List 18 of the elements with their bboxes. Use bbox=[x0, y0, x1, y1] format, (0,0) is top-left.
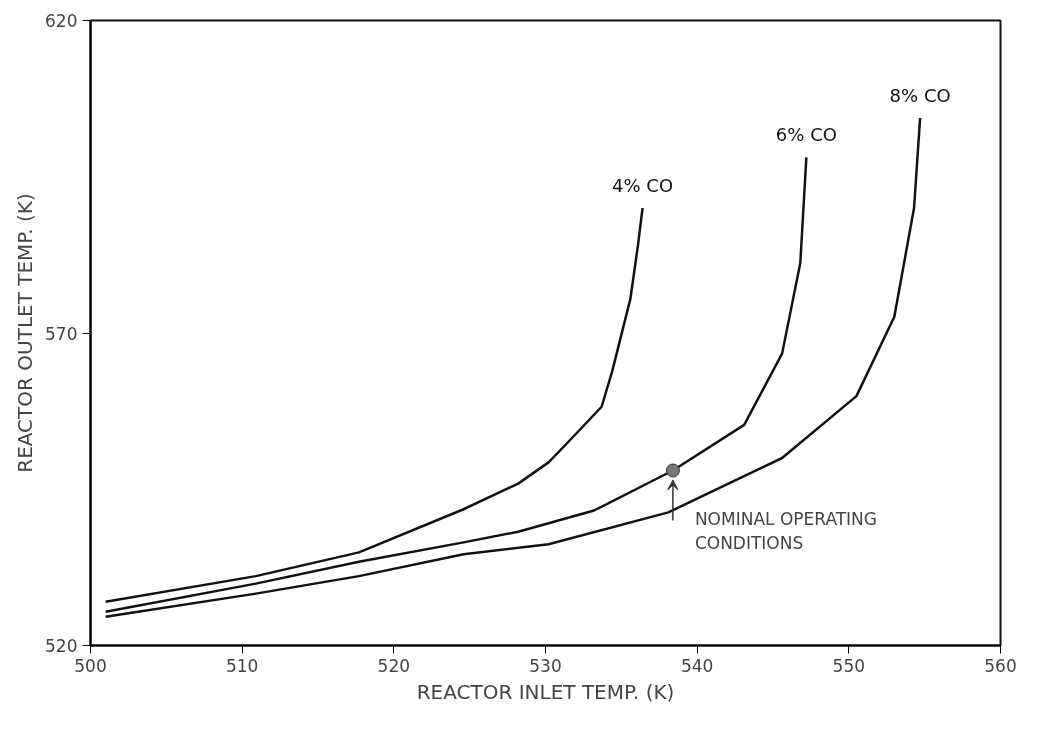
x-tick-label: 520 bbox=[377, 655, 411, 676]
series-label: 8% CO bbox=[889, 85, 951, 106]
y-tick-label: 520 bbox=[45, 636, 78, 656]
x-tick-label: 530 bbox=[529, 655, 562, 676]
x-axis-title: REACTOR INLET TEMP. (K) bbox=[416, 679, 675, 704]
x-tick-label: 510 bbox=[225, 655, 259, 676]
x-tick-label: 540 bbox=[680, 655, 714, 676]
line-series bbox=[104, 206, 644, 603]
annotation: NOMINAL OPERATING CONDITIONS bbox=[694, 508, 878, 553]
y-tick-label: 620 bbox=[45, 11, 78, 31]
y-tick-label: 570 bbox=[45, 323, 78, 344]
series-label: 4% CO bbox=[612, 175, 674, 196]
y-axis-title: REACTOR OUTLET TEMP. (K) bbox=[13, 193, 38, 473]
x-tick-label: 550 bbox=[832, 655, 866, 676]
series-label: 6% CO bbox=[775, 124, 837, 146]
line-series bbox=[104, 116, 922, 618]
x-tick-label: 500 bbox=[74, 655, 107, 676]
x-tick-label: 560 bbox=[984, 655, 1017, 676]
